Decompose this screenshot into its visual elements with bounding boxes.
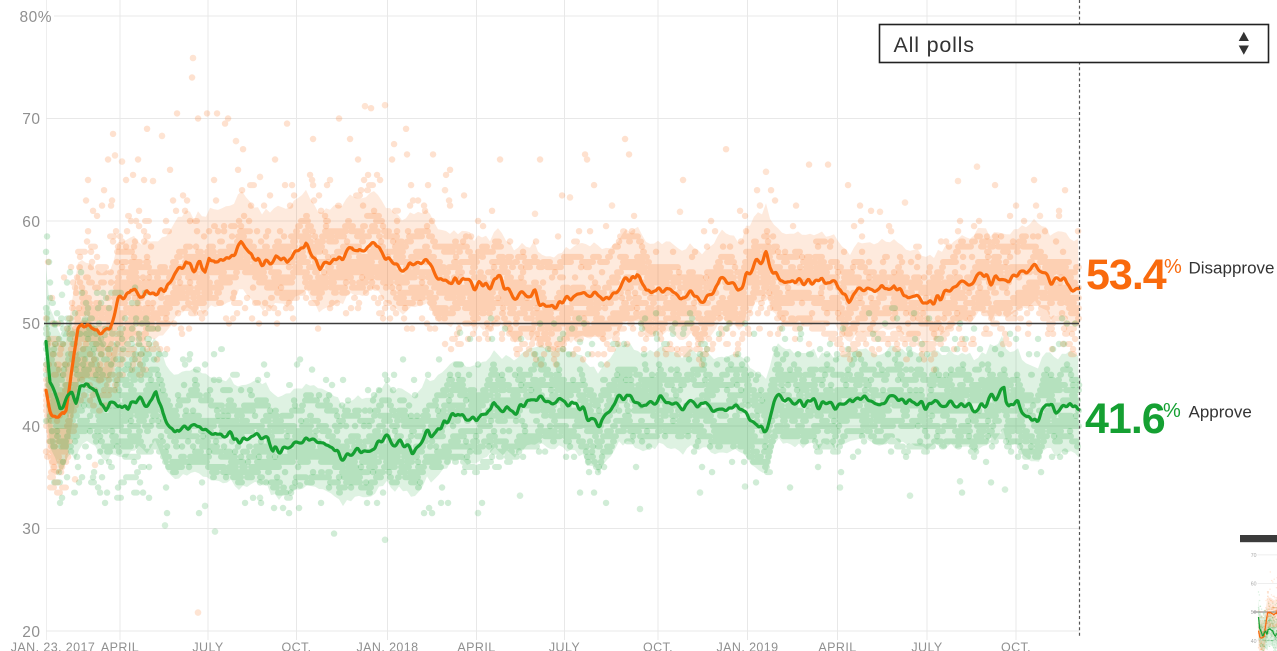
svg-text:50: 50 xyxy=(22,316,40,333)
svg-text:41.6: 41.6 xyxy=(1085,395,1165,443)
svg-text:Approve: Approve xyxy=(1189,403,1252,422)
svg-text:JULY: JULY xyxy=(192,641,224,651)
svg-text:60: 60 xyxy=(1251,582,1257,588)
svg-text:80%: 80% xyxy=(19,9,52,26)
svg-text:OCT.: OCT. xyxy=(643,641,673,651)
svg-text:60: 60 xyxy=(22,214,40,231)
svg-text:OCT.: OCT. xyxy=(1001,641,1031,651)
svg-text:%: % xyxy=(1163,400,1181,422)
svg-text:JULY: JULY xyxy=(549,641,581,651)
svg-text:JAN. 23, 2017: JAN. 23, 2017 xyxy=(11,641,95,651)
svg-text:30: 30 xyxy=(22,521,40,538)
svg-text:50: 50 xyxy=(1251,610,1257,616)
svg-text:All polls: All polls xyxy=(894,33,975,57)
svg-text:20: 20 xyxy=(22,624,40,641)
svg-text:53.4: 53.4 xyxy=(1086,251,1167,299)
svg-text:70: 70 xyxy=(22,111,40,128)
svg-text:APRIL: APRIL xyxy=(818,641,856,651)
svg-text:40: 40 xyxy=(1251,639,1257,645)
svg-text:70: 70 xyxy=(1251,553,1257,559)
svg-text:%: % xyxy=(1164,256,1182,278)
svg-text:JULY: JULY xyxy=(911,641,943,651)
svg-text:JAN. 2019: JAN. 2019 xyxy=(717,641,779,651)
svg-text:JAN. 2018: JAN. 2018 xyxy=(357,641,419,651)
svg-text:APRIL: APRIL xyxy=(457,641,495,651)
svg-text:OCT.: OCT. xyxy=(281,641,311,651)
svg-text:Disapprove: Disapprove xyxy=(1189,259,1275,278)
svg-text:40: 40 xyxy=(22,419,40,436)
svg-text:APRIL: APRIL xyxy=(101,641,139,651)
